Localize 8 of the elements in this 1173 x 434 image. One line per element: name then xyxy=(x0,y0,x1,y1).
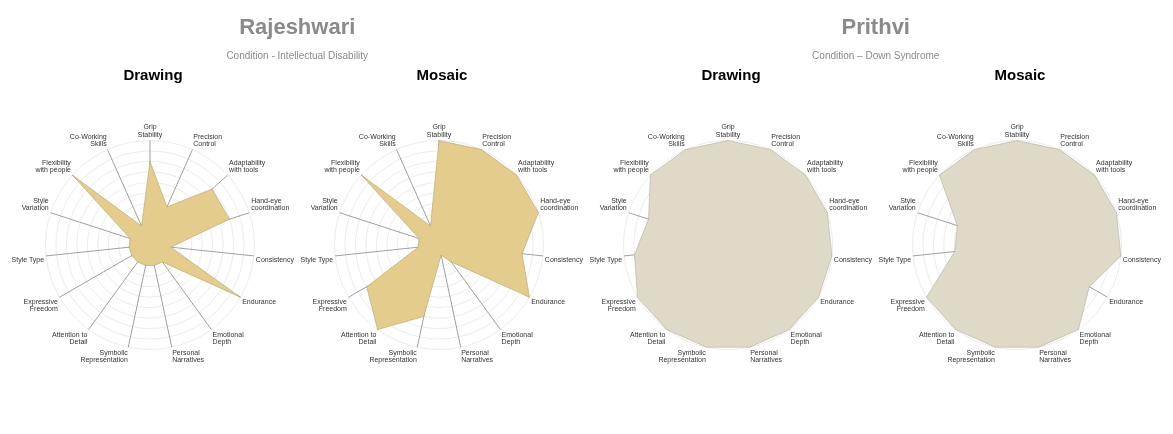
chart-title: Drawing xyxy=(123,66,183,84)
text: Condition - Intellectual Disability xyxy=(225,50,370,61)
text: Rajeshwari xyxy=(238,14,357,40)
chart-title: Mosaic xyxy=(994,66,1046,84)
chart-title: Mosaic xyxy=(416,66,468,84)
text: Prithvi xyxy=(840,14,911,40)
chart-title: Drawing xyxy=(701,66,761,84)
text: Condition – Down Syndrome xyxy=(811,50,941,61)
